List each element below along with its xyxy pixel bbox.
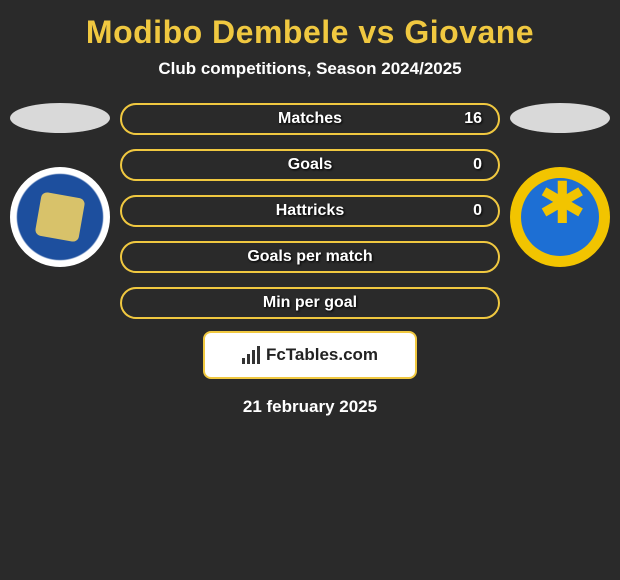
stat-row-goals-per-match: Goals per match xyxy=(120,241,500,273)
stat-value: 0 xyxy=(473,156,482,174)
brand-text: FcTables.com xyxy=(266,345,378,365)
stat-label: Hattricks xyxy=(276,202,344,220)
club-badge-left xyxy=(10,167,110,267)
stat-label: Goals per match xyxy=(247,248,372,266)
stat-label: Goals xyxy=(288,156,332,174)
player-photo-right xyxy=(510,103,610,133)
stat-row-hattricks: Hattricks 0 xyxy=(120,195,500,227)
right-player-column xyxy=(500,97,620,267)
stat-label: Min per goal xyxy=(263,294,357,312)
stat-row-matches: Matches 16 xyxy=(120,103,500,135)
stat-value: 0 xyxy=(473,202,482,220)
chart-icon xyxy=(242,346,260,364)
brand-box[interactable]: FcTables.com xyxy=(203,331,417,379)
stats-column: Matches 16 Goals 0 Hattricks 0 Goals per… xyxy=(120,97,500,319)
stat-value: 16 xyxy=(464,110,482,128)
stat-row-min-per-goal: Min per goal xyxy=(120,287,500,319)
subtitle: Club competitions, Season 2024/2025 xyxy=(0,59,620,97)
comparison-row: Matches 16 Goals 0 Hattricks 0 Goals per… xyxy=(0,97,620,319)
club-badge-right xyxy=(510,167,610,267)
page-title: Modibo Dembele vs Giovane xyxy=(0,0,620,59)
left-player-column xyxy=(0,97,120,267)
date-line: 21 february 2025 xyxy=(0,379,620,417)
player-photo-left xyxy=(10,103,110,133)
stat-row-goals: Goals 0 xyxy=(120,149,500,181)
stat-label: Matches xyxy=(278,110,342,128)
